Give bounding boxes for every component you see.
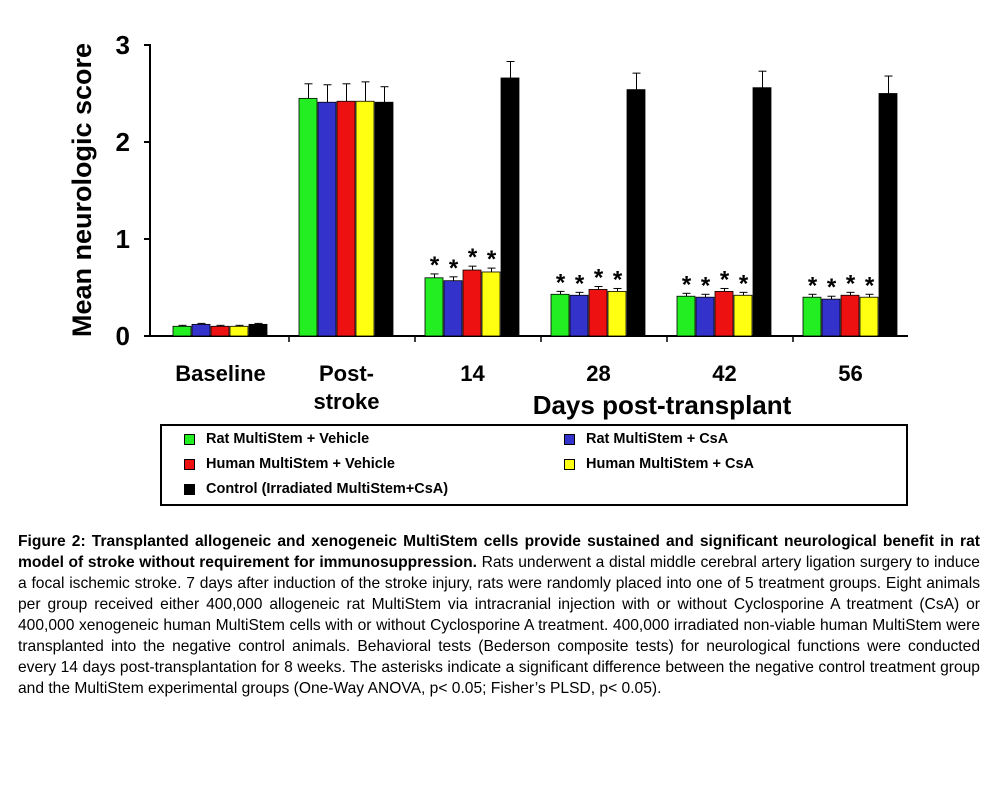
x-tick-label: 42 — [712, 361, 736, 386]
significance-asterisk: * — [613, 266, 623, 293]
x-tick-label: Baseline — [175, 361, 266, 386]
legend-label: Human MultiStem + CsA — [586, 456, 754, 472]
significance-asterisk: * — [808, 272, 818, 299]
legend-swatch-red — [184, 459, 195, 470]
bar — [752, 87, 772, 337]
x-tick-label: 14 — [460, 361, 485, 386]
bar — [443, 280, 463, 337]
bar — [607, 290, 627, 337]
bar — [859, 296, 879, 337]
bar — [481, 271, 501, 337]
legend-label: Rat MultiStem + Vehicle — [206, 431, 370, 447]
bar — [676, 295, 696, 337]
x-tick-label: 56 — [838, 361, 862, 386]
significance-asterisk: * — [682, 271, 692, 298]
significance-asterisk: * — [846, 270, 856, 297]
significance-asterisk: * — [449, 255, 459, 282]
legend-label: Rat MultiStem + CsA — [586, 431, 729, 447]
figure-caption: Figure 2: Transplanted allogeneic and xe… — [18, 531, 980, 699]
caption-title: Figure 2: Transplanted allogeneic and xe… — [18, 533, 980, 571]
bar — [355, 100, 375, 337]
significance-asterisk: * — [430, 252, 440, 279]
bar — [336, 100, 356, 337]
legend-swatch-black — [184, 484, 195, 495]
bar — [821, 298, 841, 337]
bar — [298, 97, 318, 337]
bar — [695, 296, 715, 337]
y-tick-label: 3 — [116, 30, 130, 60]
bar — [733, 294, 753, 337]
bar — [714, 290, 734, 337]
bar — [802, 296, 822, 337]
bar — [229, 325, 249, 337]
bar — [317, 101, 337, 337]
bar — [210, 325, 230, 337]
bar — [626, 89, 646, 337]
x-axis-label: Days post-transplant — [533, 390, 792, 420]
bar — [462, 269, 482, 337]
bar — [374, 101, 394, 337]
bar — [424, 277, 444, 337]
bar — [550, 293, 570, 337]
significance-asterisk: * — [594, 265, 604, 292]
y-tick-label: 1 — [116, 224, 130, 254]
significance-asterisk: * — [739, 270, 749, 297]
y-tick-label: 0 — [116, 321, 130, 351]
significance-asterisk: * — [827, 274, 837, 301]
y-tick-label: 2 — [116, 127, 130, 157]
legend-swatch-yellow — [564, 459, 575, 470]
x-tick-label: stroke — [313, 389, 379, 414]
y-axis-label: Mean neurologic score — [67, 43, 97, 337]
significance-asterisk: * — [487, 246, 497, 273]
legend-label: Human MultiStem + Vehicle — [206, 456, 395, 472]
bar — [840, 294, 860, 337]
significance-asterisk: * — [556, 269, 566, 296]
significance-asterisk: * — [575, 270, 585, 297]
significance-asterisk: * — [720, 266, 730, 293]
bar — [191, 323, 211, 337]
significance-asterisk: * — [865, 272, 875, 299]
legend-swatch-green — [184, 434, 195, 445]
bar-chart: Mean neurologic score Days post-transpla… — [67, 30, 908, 420]
significance-asterisk: * — [701, 272, 711, 299]
significance-asterisk: * — [468, 244, 478, 271]
bar — [569, 294, 589, 337]
x-tick-label: Post- — [319, 361, 374, 386]
bar — [500, 77, 520, 337]
bar — [878, 93, 898, 337]
bar — [588, 289, 608, 337]
x-tick-label: 28 — [586, 361, 610, 386]
legend-label: Control (Irradiated MultiStem+CsA) — [206, 481, 449, 497]
legend: Rat MultiStem + Vehicle Rat MultiStem + … — [160, 424, 908, 506]
legend-swatch-blue — [564, 434, 575, 445]
bar — [172, 325, 192, 337]
caption-body: Rats underwent a distal middle cerebral … — [18, 554, 980, 697]
bar — [248, 323, 268, 337]
